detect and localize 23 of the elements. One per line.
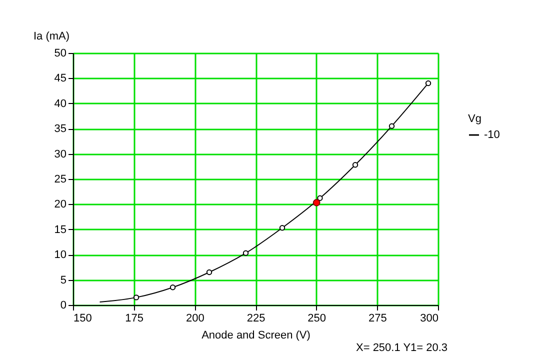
y-tick-label: 30 — [54, 148, 66, 160]
y-tick-label: 45 — [54, 72, 66, 85]
y-tick-label: 50 — [54, 48, 66, 60]
y-tick-label: 25 — [54, 174, 66, 186]
x-tick-label: 175 — [125, 312, 144, 324]
x-tick-label: 275 — [368, 312, 387, 324]
y-tick-label: 20 — [54, 198, 66, 211]
y-tick-label: 15 — [54, 224, 66, 236]
text: X= 250.1 Y1= 20.3 — [356, 342, 448, 354]
y-tick-label: 40 — [54, 98, 66, 110]
x-tick-label: 150 — [74, 312, 92, 324]
legend-title: Vg — [468, 113, 482, 125]
x-tick-label: 250 — [308, 312, 326, 324]
y-axis-title: Ia (mA) — [34, 30, 70, 42]
x-axis-title: Anode and Screen (V) — [202, 330, 310, 342]
y-tick-label: 5 — [60, 274, 66, 286]
y-tick-label: 10 — [54, 249, 66, 262]
x-tick-label: 300 — [420, 312, 438, 324]
x-tick-label: 200 — [186, 312, 204, 324]
x-tick-label: 225 — [246, 312, 266, 324]
legend-label: -10 — [484, 129, 500, 141]
y-tick-label: 0 — [60, 300, 66, 312]
y-tick-label: 35 — [54, 123, 66, 136]
